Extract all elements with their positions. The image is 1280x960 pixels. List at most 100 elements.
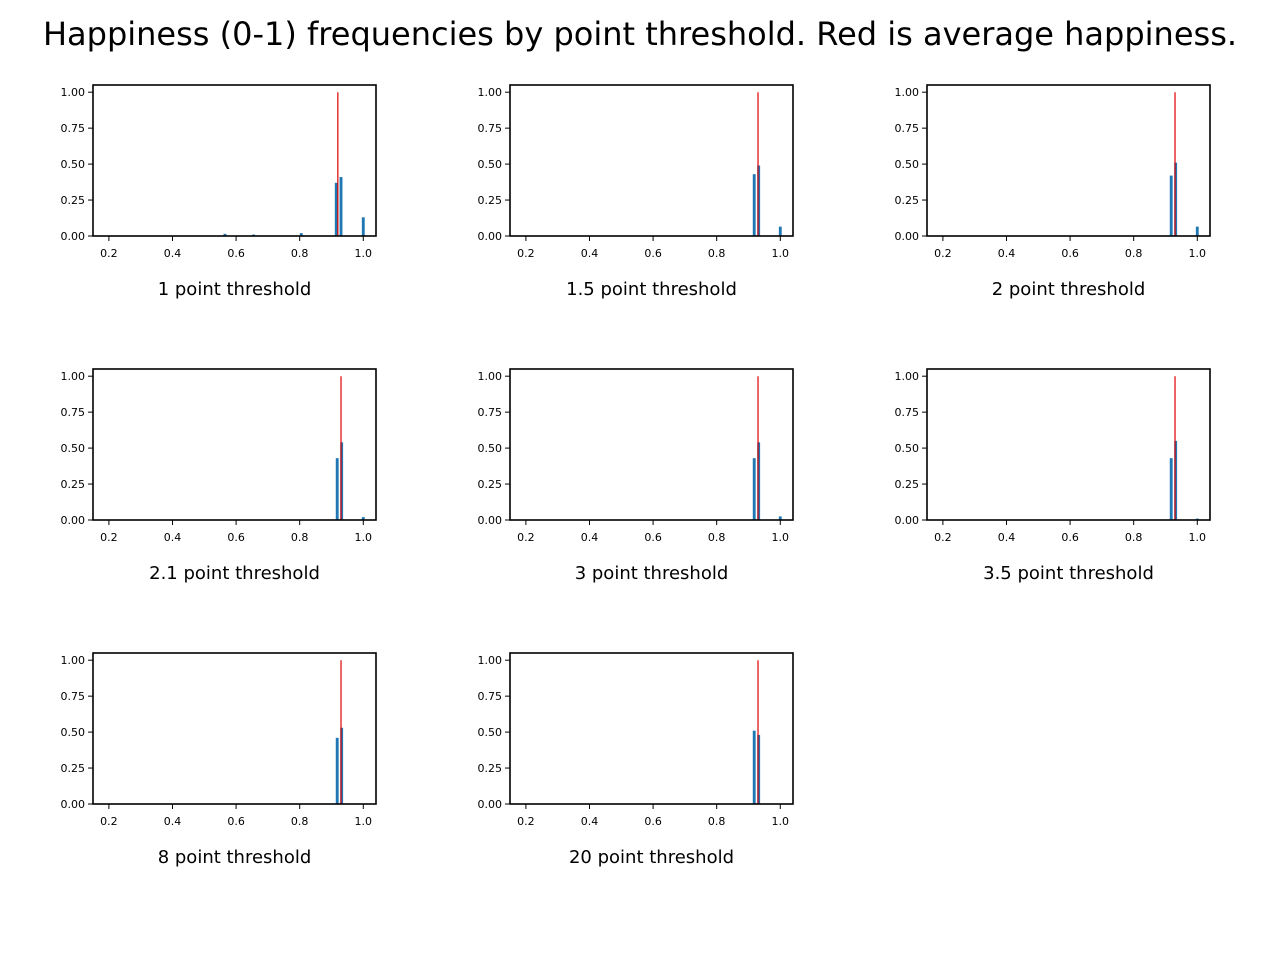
x-tick-label: 0.6 <box>644 815 662 828</box>
histogram-bar <box>361 517 365 520</box>
histogram-bar <box>1169 458 1173 520</box>
y-tick-label: 0.25 <box>61 762 86 775</box>
x-tick-label: 0.4 <box>581 815 599 828</box>
y-tick-label: 0.00 <box>61 798 86 811</box>
x-axis-label: 20 point threshold <box>569 847 734 868</box>
x-tick-label: 1.0 <box>355 531 373 544</box>
subplot-6: 0.2 0.4 0.6 0.8 1.0 0.00 0.25 0.50 0.75 1.00 3.5 p… <box>895 368 1211 584</box>
x-tick-label: 0.6 <box>227 531 245 544</box>
axes-frame <box>926 84 1211 237</box>
y-tick-label: 0.25 <box>478 478 503 491</box>
x-tick-label: 0.4 <box>998 531 1016 544</box>
y-tick-label: 0.00 <box>478 230 503 243</box>
histogram-bar <box>752 458 756 520</box>
histogram-bar <box>778 516 782 520</box>
y-tick-label: 0.50 <box>895 158 920 171</box>
axes-frame <box>92 84 377 237</box>
y-tick-label: 0.75 <box>895 406 920 419</box>
y-tick-label: 0.00 <box>478 798 503 811</box>
subplot-3: 0.2 0.4 0.6 0.8 1.0 0.00 0.25 0.50 0.75 1.00 2 poi… <box>895 84 1211 300</box>
y-tick-label: 0.50 <box>61 442 86 455</box>
histogram-bar <box>340 727 344 804</box>
x-tick-label: 0.2 <box>517 247 535 260</box>
subplot-2: 0.2 0.4 0.6 0.8 1.0 0.00 0.25 0.50 0.75 1.00 1.5 p… <box>478 84 794 300</box>
x-tick-label: 1.0 <box>1189 531 1207 544</box>
x-tick-label: 1.0 <box>772 247 790 260</box>
histogram-bar <box>334 182 338 236</box>
x-tick-label: 0.8 <box>291 247 309 260</box>
x-tick-label: 0.6 <box>644 531 662 544</box>
histogram-bar <box>361 217 365 236</box>
histogram-bar <box>335 458 339 520</box>
histogram-bar <box>299 233 303 236</box>
x-tick-label: 0.2 <box>100 815 118 828</box>
x-tick-label: 0.4 <box>581 531 599 544</box>
histogram-bar <box>339 177 343 236</box>
x-tick-label: 0.4 <box>164 247 182 260</box>
x-tick-label: 0.6 <box>1061 531 1079 544</box>
x-tick-label: 1.0 <box>1189 247 1207 260</box>
y-tick-label: 0.25 <box>478 194 503 207</box>
y-tick-label: 0.00 <box>61 230 86 243</box>
x-tick-label: 0.2 <box>934 247 952 260</box>
histogram-bar <box>335 737 339 804</box>
axes-frame <box>926 368 1211 521</box>
histogram-bar <box>223 233 227 236</box>
axes-frame <box>509 84 794 237</box>
y-tick-label: 0.25 <box>895 478 920 491</box>
x-tick-label: 0.6 <box>644 247 662 260</box>
x-axis-label: 1 point threshold <box>158 279 312 300</box>
y-tick-label: 0.75 <box>478 690 503 703</box>
subplot-8: 0.2 0.4 0.6 0.8 1.0 0.00 0.25 0.50 0.75 1.00 20 po… <box>478 652 794 868</box>
subplot-grid: 0.2 0.4 0.6 0.8 1.0 0.00 0.25 0.50 0.75 1.00 1 poi… <box>61 84 1211 868</box>
histogram-bar <box>1174 440 1178 520</box>
y-tick-label: 1.00 <box>895 86 920 99</box>
x-tick-label: 0.8 <box>708 531 726 544</box>
y-tick-label: 0.25 <box>895 194 920 207</box>
x-tick-label: 0.6 <box>1061 247 1079 260</box>
x-tick-label: 0.4 <box>164 815 182 828</box>
x-tick-label: 0.8 <box>708 815 726 828</box>
x-axis-label: 2.1 point threshold <box>149 563 320 584</box>
figure-title: Happiness (0-1) frequencies by point thr… <box>43 15 1237 53</box>
y-tick-label: 0.25 <box>61 194 86 207</box>
x-tick-label: 0.8 <box>291 531 309 544</box>
y-tick-label: 0.50 <box>895 442 920 455</box>
y-tick-label: 0.50 <box>478 158 503 171</box>
x-tick-label: 1.0 <box>772 815 790 828</box>
x-tick-label: 0.2 <box>934 531 952 544</box>
y-tick-label: 0.75 <box>61 690 86 703</box>
x-axis-label: 1.5 point threshold <box>566 279 737 300</box>
x-tick-label: 0.4 <box>581 247 599 260</box>
y-tick-label: 0.50 <box>61 726 86 739</box>
histogram-bar <box>752 730 756 804</box>
histogram-bar <box>757 734 761 804</box>
y-tick-label: 0.00 <box>895 230 920 243</box>
y-tick-label: 1.00 <box>478 86 503 99</box>
y-tick-label: 1.00 <box>478 654 503 667</box>
x-tick-label: 0.2 <box>100 531 118 544</box>
y-tick-label: 0.25 <box>478 762 503 775</box>
x-tick-label: 0.2 <box>100 247 118 260</box>
y-tick-label: 0.50 <box>478 442 503 455</box>
x-tick-label: 0.8 <box>1125 247 1143 260</box>
x-tick-label: 0.4 <box>164 531 182 544</box>
histogram-bar <box>778 226 782 236</box>
x-axis-label: 3.5 point threshold <box>983 563 1154 584</box>
x-tick-label: 0.6 <box>227 815 245 828</box>
subplot-5: 0.2 0.4 0.6 0.8 1.0 0.00 0.25 0.50 0.75 1.00 3 poi… <box>478 368 794 584</box>
y-tick-label: 1.00 <box>61 370 86 383</box>
x-tick-label: 0.2 <box>517 815 535 828</box>
y-tick-label: 0.00 <box>61 514 86 527</box>
axes-frame <box>92 368 377 521</box>
y-tick-label: 0.50 <box>478 726 503 739</box>
y-tick-label: 0.00 <box>478 514 503 527</box>
x-tick-label: 0.2 <box>517 531 535 544</box>
subplot-4: 0.2 0.4 0.6 0.8 1.0 0.00 0.25 0.50 0.75 1.00 2.1 p… <box>61 368 377 584</box>
subplot-1: 0.2 0.4 0.6 0.8 1.0 0.00 0.25 0.50 0.75 1.00 1 poi… <box>61 84 377 300</box>
y-tick-label: 1.00 <box>61 86 86 99</box>
histogram-bar <box>1174 162 1178 236</box>
x-tick-label: 1.0 <box>355 247 373 260</box>
axes-frame <box>92 652 377 805</box>
